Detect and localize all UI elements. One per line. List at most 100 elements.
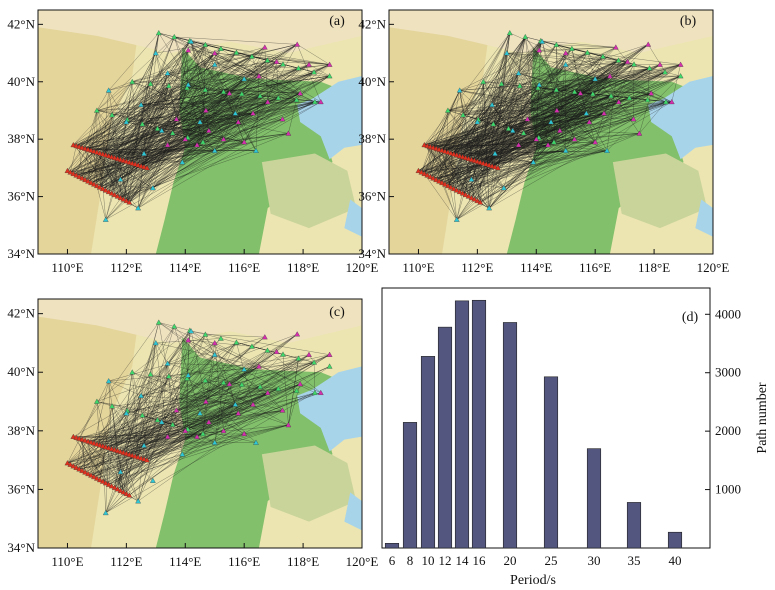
y-tick-label: 34°N (7, 540, 35, 555)
station-marker (114, 155, 121, 161)
y-tick-label: 3000 (715, 365, 741, 380)
station-marker (211, 351, 218, 357)
station-marker (241, 430, 248, 436)
station-marker (530, 159, 537, 165)
station-marker (111, 446, 118, 453)
station-marker (96, 184, 103, 190)
station-marker (424, 172, 431, 178)
station-marker (468, 194, 475, 201)
station-marker (94, 398, 100, 404)
station-marker (235, 119, 242, 125)
station-marker (76, 435, 83, 441)
y-axis-label: Path number (755, 382, 770, 453)
station-marker (114, 486, 121, 492)
station-marker (171, 33, 178, 40)
station-marker (184, 426, 191, 432)
station-marker (82, 176, 88, 183)
station-marker (447, 184, 454, 190)
station-marker (586, 119, 593, 125)
station-marker (433, 145, 439, 151)
station-marker (592, 75, 599, 82)
station-marker (102, 444, 109, 450)
station-marker (601, 110, 607, 116)
y-tick-label: 38°N (358, 131, 386, 146)
station-marker (430, 144, 437, 150)
station-marker (433, 176, 439, 183)
x-tick-label: 112°E (461, 260, 493, 275)
station-marker (154, 125, 161, 131)
bar (384, 543, 400, 549)
station-marker (264, 98, 271, 105)
station-marker (120, 157, 127, 163)
station-marker (85, 438, 91, 444)
station-marker (144, 164, 150, 171)
station-marker (200, 430, 206, 436)
station-marker (436, 178, 442, 184)
station-marker (477, 199, 484, 205)
station-marker (138, 392, 144, 398)
station-marker (600, 53, 606, 59)
station-marker (294, 41, 301, 47)
station-marker (436, 146, 442, 152)
station-marker (135, 162, 142, 168)
station-marker (94, 441, 100, 447)
station-marker (297, 90, 304, 96)
station-marker (273, 348, 280, 354)
station-marker (631, 61, 637, 67)
station-marker (535, 84, 541, 91)
station-marker (117, 156, 124, 162)
station-marker (562, 61, 569, 67)
station-marker (492, 150, 498, 156)
x-tick-label: 16 (473, 553, 487, 568)
station-marker (275, 94, 282, 101)
hill-area (261, 153, 357, 229)
station-marker (569, 45, 575, 51)
station-marker (105, 87, 112, 93)
station-marker (317, 389, 324, 395)
station-marker (471, 157, 478, 163)
station-marker (135, 454, 142, 460)
station-marker (94, 475, 100, 481)
station-marker (424, 142, 431, 149)
station-marker (577, 90, 584, 96)
station-marker (164, 360, 171, 366)
station-marker (150, 477, 156, 483)
station-marker (64, 460, 71, 466)
station-marker (165, 373, 172, 379)
station-marker (76, 173, 83, 179)
station-marker (465, 155, 472, 161)
station-marker (129, 452, 136, 458)
station-marker (102, 480, 109, 486)
station-marker (99, 151, 106, 157)
station-marker (220, 136, 227, 142)
station-marker (88, 439, 94, 445)
station-marker (232, 401, 239, 407)
station-marker (516, 82, 523, 89)
station-marker (132, 161, 139, 167)
station-marker (158, 419, 165, 425)
station-marker (205, 127, 212, 133)
station-marker (202, 331, 209, 337)
station-marker (182, 427, 189, 434)
x-tick-label: 112°E (110, 260, 142, 275)
station-marker (536, 81, 543, 87)
station-marker (135, 205, 142, 211)
station-marker (138, 455, 144, 461)
station-marker (630, 116, 637, 122)
station-marker (218, 335, 224, 341)
station-marker (261, 44, 268, 50)
station-marker (522, 33, 529, 40)
station-marker (169, 421, 176, 427)
station-marker (105, 188, 112, 195)
station-marker (194, 433, 200, 439)
station-marker (233, 339, 240, 345)
stations (64, 319, 333, 516)
station-marker (297, 381, 304, 387)
panel-label: (c) (329, 305, 345, 320)
station-marker (264, 347, 271, 353)
bar (586, 448, 602, 549)
x-tick-label: 8 (407, 553, 414, 568)
station-marker (326, 61, 333, 67)
station-marker (129, 369, 136, 375)
map-ticks: 110°E 112°E 114°E 116°E 118°E 120°E 34°N 36°N 38… (358, 16, 729, 275)
